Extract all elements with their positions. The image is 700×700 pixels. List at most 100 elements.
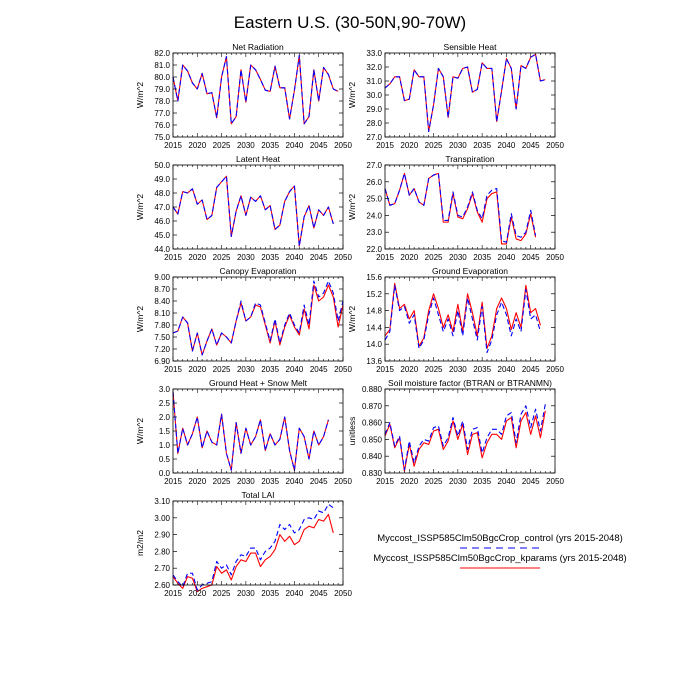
x-tick-label: 2050 [546,253,564,262]
x-tick-label: 2025 [425,141,443,150]
x-tick-label: 2030 [237,365,255,374]
x-tick-label: 2040 [286,589,304,598]
x-tick-label: 2050 [546,477,564,486]
y-tick-label: 7.80 [154,321,170,330]
y-tick-label: 0.5 [159,455,171,464]
x-tick-label: 2040 [498,253,516,262]
panel-title: Total LAI [241,490,274,500]
panel-title: Latent Heat [236,154,281,164]
plot-frame [172,276,344,362]
plot-frame [172,500,344,586]
x-tick-label: 2015 [164,477,182,486]
plot-frame [384,276,556,362]
x-tick-label: 2035 [473,253,491,262]
x-tick-label: 2035 [473,141,491,150]
x-tick-label: 2045 [310,589,328,598]
x-tick-label: 2020 [188,477,206,486]
plot-frame [172,388,344,474]
y-axis-label: unitless [347,417,357,446]
series-line-control [384,172,537,243]
x-tick-label: 2015 [164,365,182,374]
panel-8: Soil moisture factor (BTRAN or BTRANMN) u… [347,378,564,486]
x-tick-label: 2020 [188,253,206,262]
x-tick-label: 2050 [334,477,352,486]
y-tick-label: 2.5 [159,399,171,408]
x-tick-label: 2020 [400,141,418,150]
figure-title: Eastern U.S. (30-50N,90-70W) [234,13,466,32]
y-tick-label: 27.0 [366,161,382,170]
x-tick-label: 2040 [498,477,516,486]
y-tick-label: 22.0 [366,245,382,254]
plot-frame [172,52,344,138]
series-line-kparams [172,391,329,471]
x-tick-label: 2045 [310,253,328,262]
x-tick-label: 2015 [376,365,394,374]
x-tick-label: 2050 [546,141,564,150]
y-axis-label: W/m^2 [347,82,357,108]
legend: Myccost_ISSP585Clm50BgcCrop_control (yrs… [373,533,627,569]
series-line-control [384,284,541,354]
y-tick-label: 7.50 [154,333,170,342]
series-line-kparams [172,54,339,125]
y-tick-label: 44.0 [154,245,170,254]
series-line-control [172,280,344,356]
x-tick-label: 2020 [188,365,206,374]
x-tick-label: 2035 [261,477,279,486]
x-tick-label: 2045 [522,477,540,486]
plot-frame [384,388,556,474]
series-line-kparams [172,284,344,356]
panel-title: Canopy Evaporation [219,266,296,276]
x-tick-label: 2030 [449,477,467,486]
x-tick-label: 2015 [376,477,394,486]
panel-6: Ground Evaporation W/m^2 13.6 14.0 14.4 14.8 1… [347,266,564,374]
x-tick-label: 2045 [522,253,540,262]
y-tick-label: 3.10 [154,497,170,506]
x-tick-label: 2020 [400,253,418,262]
panel-3: Latent Heat W/m^2 44.0 45.0 46.0 47.0 48.0 49.0… [135,154,352,262]
y-tick-label: 1.5 [159,427,171,436]
y-tick-label: 14.4 [366,323,382,332]
series-line-kparams [384,410,546,472]
y-tick-label: 6.90 [154,357,170,366]
y-tick-label: 50.0 [154,161,170,170]
y-tick-label: 3.00 [154,514,170,523]
x-tick-label: 2035 [261,589,279,598]
y-axis-label: W/m^2 [135,82,145,108]
x-tick-label: 2035 [261,141,279,150]
y-tick-label: 45.0 [154,231,170,240]
y-tick-label: 25.0 [366,195,382,204]
panel-title: Net Radiation [232,42,284,52]
y-tick-label: 77.0 [154,109,170,118]
y-tick-label: 0.0 [159,469,171,478]
panel-title: Sensible Heat [444,42,498,52]
panel-9: Total LAI m2/m2 2.60 2.70 2.80 2.90 3.00 3.10 20… [135,490,352,598]
y-tick-label: 80.0 [154,73,170,82]
x-tick-label: 2020 [400,365,418,374]
x-tick-label: 2045 [310,477,328,486]
x-tick-label: 2025 [213,253,231,262]
series-line-control [384,53,546,132]
y-axis-label: m2/m2 [135,530,145,556]
y-tick-label: 46.0 [154,217,170,226]
y-tick-label: 9.00 [154,273,170,282]
y-tick-label: 31.0 [366,77,382,86]
y-axis-label: W/m^2 [347,194,357,220]
x-tick-label: 2040 [286,141,304,150]
x-tick-label: 2040 [498,365,516,374]
y-tick-label: 0.840 [362,452,383,461]
y-tick-label: 13.6 [366,357,382,366]
x-tick-label: 2030 [237,589,255,598]
y-tick-label: 1.0 [159,441,171,450]
x-tick-label: 2025 [425,365,443,374]
legend-label-kparams: Myccost_ISSP585Clm50BgcCrop_kparams (yrs… [373,553,626,564]
y-tick-label: 47.0 [154,203,170,212]
y-tick-label: 30.0 [366,91,382,100]
panel-title: Soil moisture factor (BTRAN or BTRANMN) [388,378,552,388]
x-tick-label: 2015 [376,253,394,262]
x-tick-label: 2025 [425,477,443,486]
panel-title: Transpiration [445,154,495,164]
y-axis-label: W/m^2 [135,306,145,332]
x-tick-label: 2015 [164,589,182,598]
y-tick-label: 82.0 [154,49,170,58]
